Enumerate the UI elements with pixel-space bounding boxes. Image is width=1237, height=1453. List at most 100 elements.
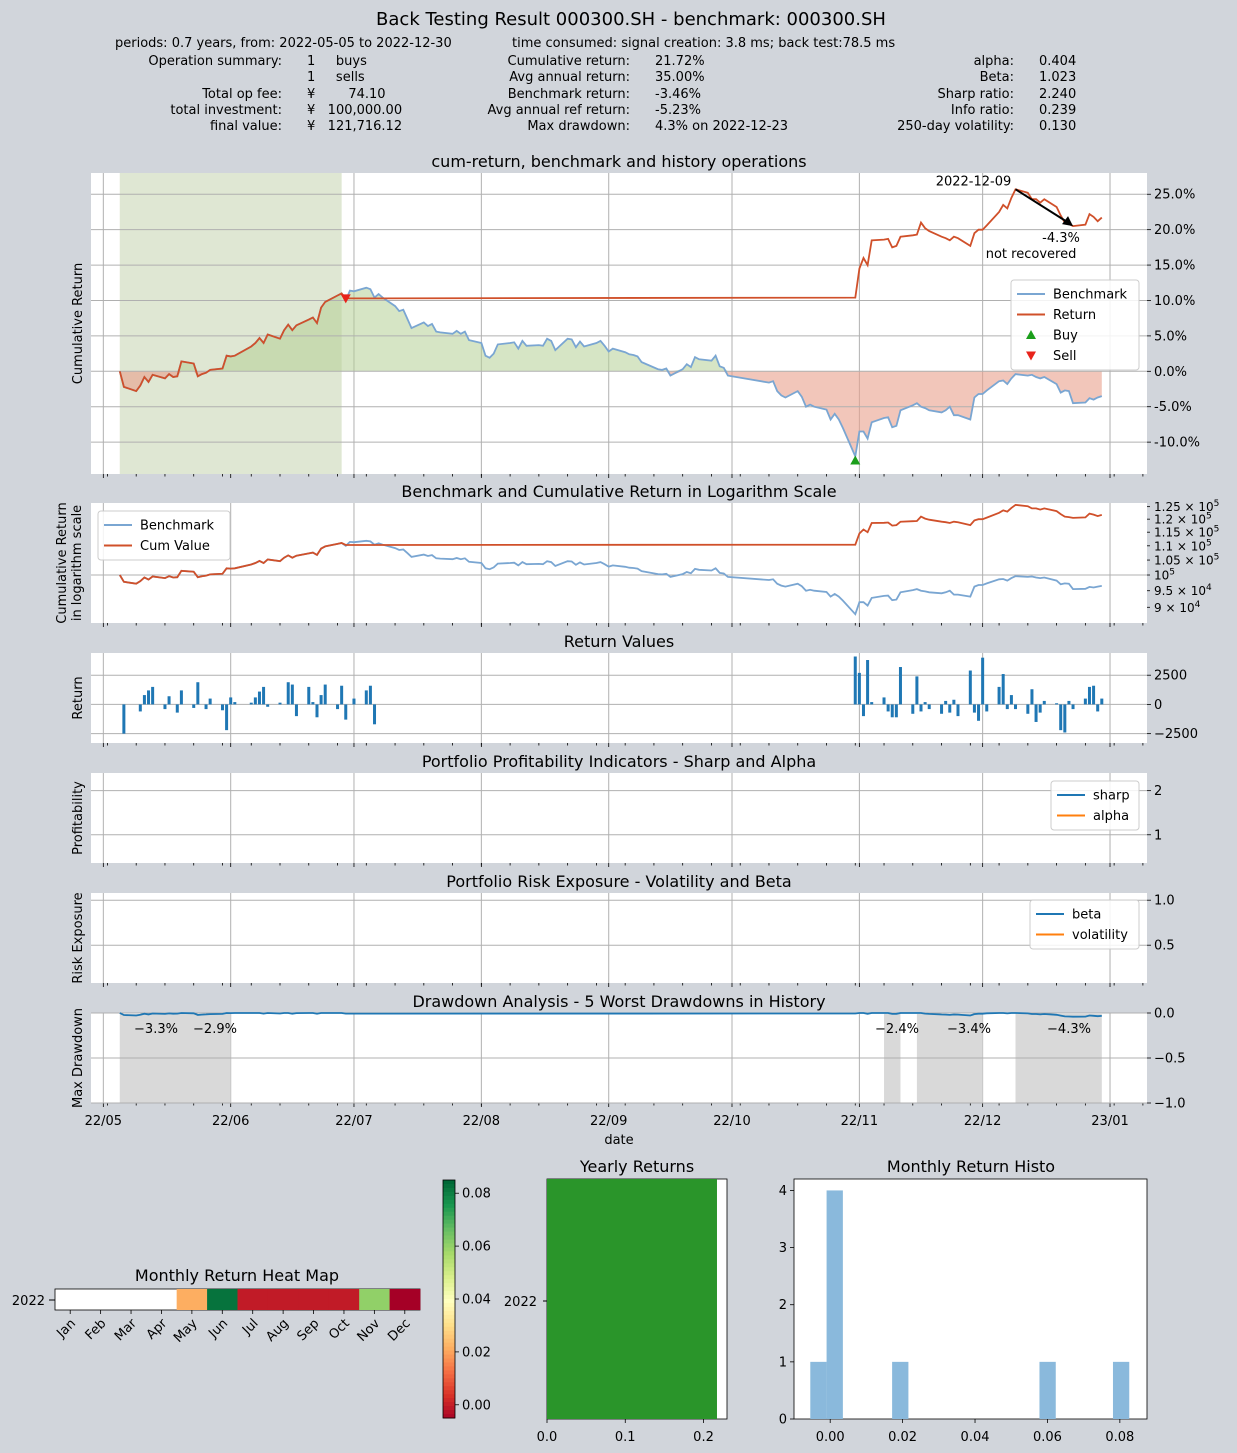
log-scale-panel: Benchmark and Cumulative Return in Logar… (55, 482, 1219, 627)
return-bar (315, 704, 319, 718)
buy-marker (850, 455, 861, 465)
y-axis-label: Cumulative Return (71, 263, 86, 384)
heatmap-col-label: Jun (205, 1316, 231, 1342)
y-tick-label: −1.0 (1154, 1097, 1186, 1112)
drawdown-label: −4.3% (1047, 1022, 1091, 1037)
peak-date-label: 2022-12-09 (936, 174, 1012, 189)
summary-value: ¥ 121,716.12 (307, 119, 402, 134)
colorbar-segment (443, 1191, 455, 1197)
y-tick-label: 10.0% (1154, 294, 1195, 309)
drawdown-line (119, 1012, 1102, 1018)
colorbar-segment (443, 1414, 455, 1419)
colorbar-tick-label: 0.08 (462, 1187, 491, 1202)
return-bar (866, 660, 870, 705)
heatmap-col-label: May (171, 1316, 201, 1346)
colorbar-segment (443, 1235, 455, 1240)
colorbar-segment (443, 1287, 455, 1292)
heatmap-row-label: 2022 (12, 1294, 45, 1309)
colorbar-segment (443, 1386, 455, 1391)
y-tick-label: 1.25 × 105 (1154, 499, 1219, 514)
profitability-panel: Portfolio Profitability Indicators - Sha… (71, 752, 1162, 867)
colorbar-segment (443, 1227, 455, 1233)
return-bar (249, 702, 253, 705)
report-title: Back Testing Result 000300.SH - benchmar… (376, 9, 886, 30)
return-bar (898, 667, 902, 705)
summary-value: 35.00% (655, 70, 705, 85)
colorbar-segment (443, 1402, 455, 1407)
colorbar-segment (443, 1346, 455, 1352)
x-tick-label: 22/06 (212, 1114, 249, 1129)
not-recovered-label: not recovered (986, 247, 1077, 262)
heatmap-col-label: Jul (239, 1316, 261, 1338)
time-consumed-line: time consumed: signal creation: 3.8 ms; … (512, 36, 895, 51)
return-bar (233, 702, 237, 705)
return-bar (286, 682, 290, 705)
heatmap-col-label: Sep (294, 1316, 322, 1344)
colorbar-segment (443, 1199, 455, 1205)
cum-return-panel: cum-return, benchmark and history operat… (71, 152, 1200, 478)
y-axis-label: Profitability (71, 781, 86, 855)
return-bar (220, 704, 224, 711)
drawdown-label: −2.4% (875, 1022, 919, 1037)
summary-label: Sharp ratio: (937, 87, 1014, 102)
colorbar-segment (443, 1291, 455, 1296)
summary-label: Avg annual return: (509, 70, 630, 85)
y-tick-label: 2 (1154, 784, 1162, 799)
plot-area (91, 503, 1147, 623)
y-axis-label: in logarithm scale (70, 505, 85, 621)
return-bar (981, 657, 985, 705)
return-bar (196, 682, 200, 705)
heatmap-col-label: Nov (355, 1316, 384, 1345)
return-bar (278, 702, 282, 705)
colorbar-segment (443, 1211, 455, 1217)
colorbar-segment (443, 1295, 455, 1300)
panel-title: Benchmark and Cumulative Return in Logar… (401, 482, 836, 501)
legend-box (1029, 899, 1140, 950)
summary-value: 0.239 (1039, 103, 1076, 118)
return-bar (948, 704, 952, 713)
return-bar (352, 698, 356, 705)
y-tick-label: 15.0% (1154, 259, 1195, 274)
return-bar (968, 670, 972, 705)
summary-label: alpha: (974, 54, 1014, 69)
return-bar (179, 690, 183, 705)
heatmap-col-label: Apr (144, 1316, 171, 1343)
summary-value: -5.23% (655, 103, 701, 118)
colorbar-segment (443, 1263, 455, 1268)
return-bar (890, 704, 894, 718)
return-bar (229, 697, 233, 705)
legend-box (1050, 780, 1140, 831)
panel-title: cum-return, benchmark and history operat… (431, 152, 806, 171)
return-bar (163, 704, 167, 710)
colorbar-segment (443, 1354, 455, 1359)
colorbar-segment (443, 1322, 455, 1328)
drawdown-panel: Drawdown Analysis - 5 Worst Drawdowns in… (71, 992, 1186, 1148)
heatmap-cell (298, 1289, 330, 1310)
y-tick-label: 9.5 × 104 (1154, 583, 1212, 598)
return-bar (1096, 704, 1100, 712)
summary-label: Max drawdown: (527, 119, 630, 134)
colorbar-segment (443, 1271, 455, 1276)
x-tick-label: 22/08 (463, 1114, 500, 1129)
yearly-return-bar (547, 1179, 717, 1419)
y-axis-label: Cumulative Return (55, 502, 70, 623)
return-bar (1087, 686, 1091, 705)
heatmap-cell (176, 1289, 208, 1310)
y-tick-label: 1.15 × 105 (1154, 525, 1219, 540)
drawdown-arrow (1014, 188, 1070, 224)
colorbar-segment (443, 1310, 455, 1316)
return-bar (142, 695, 146, 705)
return-bar (977, 704, 981, 721)
panel-title: Portfolio Risk Exposure - Volatility and… (446, 872, 791, 891)
y-tick-label: 25.0% (1154, 188, 1195, 203)
return-bar (290, 684, 294, 705)
y-tick-label: 20.0% (1154, 223, 1195, 238)
return-bar (208, 698, 212, 705)
legend-label: volatility (1072, 928, 1128, 943)
legend-label: Return (1053, 308, 1096, 323)
summary-value: 4.3% on 2022-12-23 (655, 119, 788, 134)
colorbar-segment (443, 1259, 455, 1264)
risk-exposure-panel: Portfolio Risk Exposure - Volatility and… (71, 872, 1175, 987)
y-tick-label: 1.0 (1154, 894, 1175, 909)
